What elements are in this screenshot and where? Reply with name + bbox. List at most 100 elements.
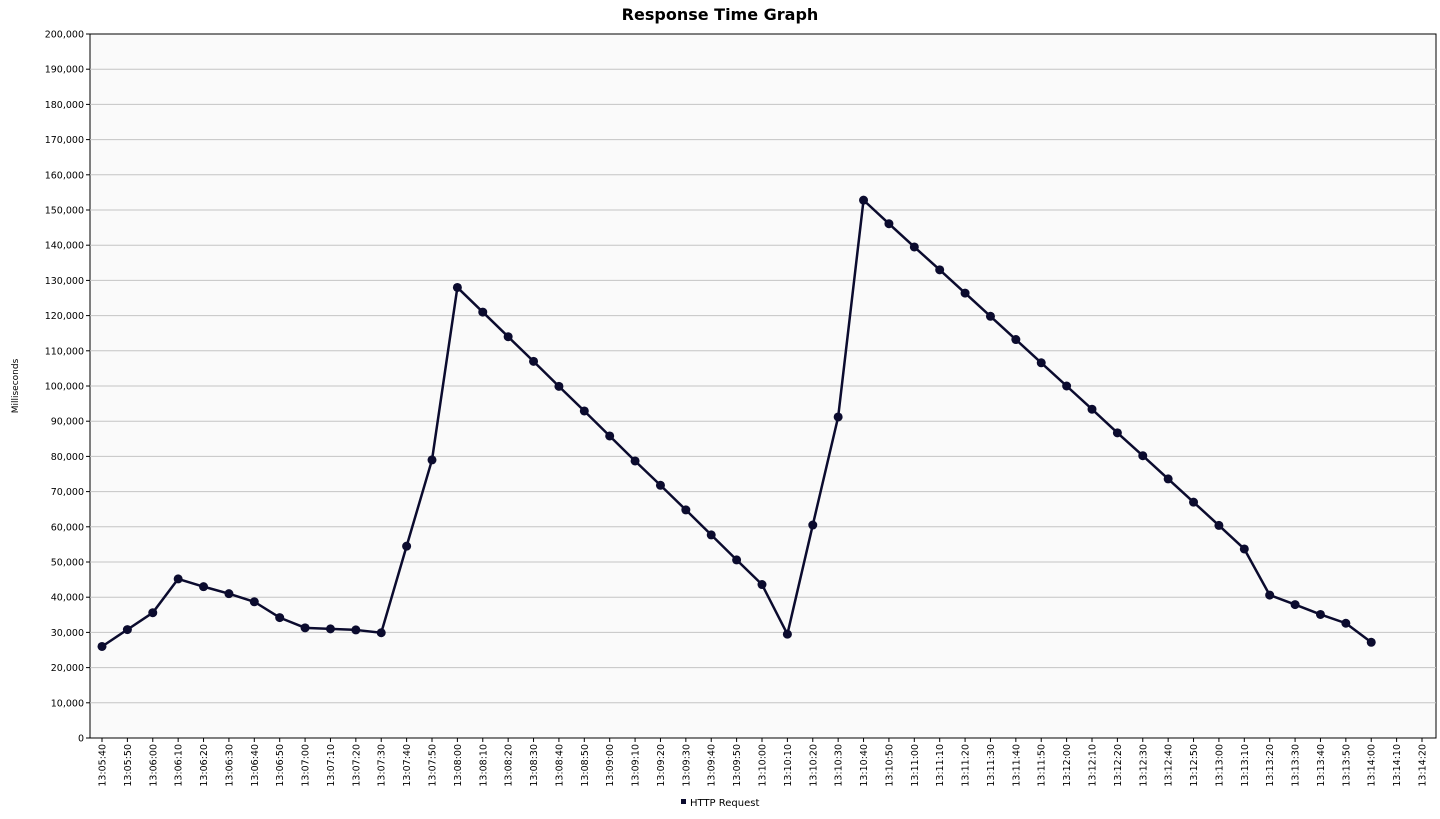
data-point	[706, 530, 716, 540]
x-tick-label: 13:06:00	[148, 744, 159, 787]
data-point	[808, 520, 818, 530]
x-tick-label: 13:05:40	[98, 744, 109, 787]
x-tick-label: 13:08:50	[580, 744, 591, 787]
y-tick-label: 120,000	[45, 311, 84, 322]
y-tick-label: 180,000	[45, 100, 84, 111]
x-tick-label: 13:06:30	[224, 744, 235, 787]
x-tick-label: 13:08:20	[504, 744, 515, 787]
x-tick-label: 13:10:30	[834, 744, 845, 787]
x-tick-label: 13:07:00	[301, 744, 312, 787]
data-point	[173, 574, 183, 584]
data-point	[1366, 637, 1376, 647]
data-point	[503, 332, 513, 342]
data-point	[554, 381, 564, 391]
y-tick-label: 130,000	[45, 276, 84, 287]
y-tick-label: 80,000	[51, 452, 84, 463]
x-tick-label: 13:06:40	[250, 744, 261, 787]
x-tick-label: 13:10:50	[884, 744, 895, 787]
data-point	[300, 623, 310, 633]
data-point	[1189, 497, 1199, 507]
data-point	[249, 597, 259, 607]
x-tick-label: 13:10:10	[783, 744, 794, 787]
x-tick-label: 13:08:30	[529, 744, 540, 787]
data-point	[376, 628, 386, 638]
data-point	[1214, 520, 1224, 530]
y-axis: 0 10,000 20,000 30,000 40,000 50,000 60,000 70,…	[45, 30, 90, 745]
x-tick-label: 13:12:40	[1164, 744, 1175, 787]
data-point	[1239, 544, 1249, 554]
data-point	[1290, 600, 1300, 610]
x-tick-label: 13:07:40	[402, 744, 413, 787]
y-tick-label: 20,000	[51, 663, 84, 674]
data-point	[1163, 474, 1173, 484]
x-tick-label: 13:13:50	[1341, 744, 1352, 787]
x-tick-label: 13:13:40	[1316, 744, 1327, 787]
data-point	[1265, 590, 1275, 600]
y-tick-label: 0	[78, 734, 84, 745]
data-point	[579, 406, 589, 416]
y-tick-label: 160,000	[45, 170, 84, 181]
x-tick-label: 13:12:30	[1138, 744, 1149, 787]
x-tick-label: 13:06:10	[174, 744, 185, 787]
data-point	[97, 641, 107, 651]
data-point	[859, 195, 869, 205]
x-tick-label: 13:13:20	[1265, 744, 1276, 787]
data-point	[833, 412, 843, 422]
data-point	[325, 624, 335, 634]
x-tick-label: 13:10:40	[859, 744, 870, 787]
data-point	[655, 480, 665, 490]
data-point	[478, 307, 488, 317]
data-point	[148, 608, 158, 618]
x-tick-label: 13:07:30	[377, 744, 388, 787]
x-tick-label: 13:07:50	[428, 744, 439, 787]
y-tick-label: 60,000	[51, 522, 84, 533]
x-tick-label: 13:09:00	[605, 744, 616, 787]
x-tick-label: 13:13:10	[1240, 744, 1251, 787]
y-tick-label: 40,000	[51, 593, 84, 604]
chart-title: Response Time Graph	[622, 5, 819, 24]
series-http-request	[97, 195, 1376, 651]
data-point	[782, 629, 792, 639]
x-tick-label: 13:09:40	[707, 744, 718, 787]
y-tick-label: 140,000	[45, 241, 84, 252]
data-point	[275, 613, 285, 623]
y-tick-label: 200,000	[45, 30, 84, 41]
data-point	[681, 505, 691, 515]
data-point	[529, 356, 539, 366]
data-point	[1062, 381, 1072, 391]
y-tick-label: 170,000	[45, 135, 84, 146]
x-tick-label: 13:12:50	[1189, 744, 1200, 787]
x-tick-label: 13:11:50	[1037, 744, 1048, 787]
x-tick-label: 13:06:20	[199, 744, 210, 787]
x-tick-label: 13:08:10	[478, 744, 489, 787]
data-point	[757, 580, 767, 590]
x-tick-label: 13:06:50	[275, 744, 286, 787]
x-tick-label: 13:14:00	[1367, 744, 1378, 787]
data-point	[1341, 618, 1351, 628]
x-tick-label: 13:10:20	[808, 744, 819, 787]
x-tick-label: 13:11:40	[1011, 744, 1022, 787]
x-tick-label: 13:08:40	[554, 744, 565, 787]
data-point	[1315, 609, 1325, 619]
legend-entry: HTTP Request	[690, 798, 759, 809]
x-tick-label: 13:05:50	[123, 744, 134, 787]
y-tick-label: 90,000	[51, 417, 84, 428]
data-point	[351, 625, 361, 635]
x-tick-label: 13:09:10	[631, 744, 642, 787]
y-tick-label: 150,000	[45, 206, 84, 217]
grid-lines	[90, 68, 1436, 704]
data-point	[427, 455, 437, 465]
data-point	[1138, 451, 1148, 461]
x-tick-label: 13:07:10	[326, 744, 337, 787]
x-tick-label: 13:11:20	[961, 744, 972, 787]
y-tick-label: 190,000	[45, 65, 84, 76]
data-point	[1011, 335, 1021, 345]
y-tick-label: 70,000	[51, 487, 84, 498]
data-point	[935, 265, 945, 275]
data-point	[1112, 428, 1122, 438]
x-tick-label: 13:12:10	[1088, 744, 1099, 787]
x-tick-label: 13:11:10	[935, 744, 946, 787]
x-tick-label: 13:14:10	[1392, 744, 1403, 787]
legend: HTTP Request	[681, 798, 759, 809]
